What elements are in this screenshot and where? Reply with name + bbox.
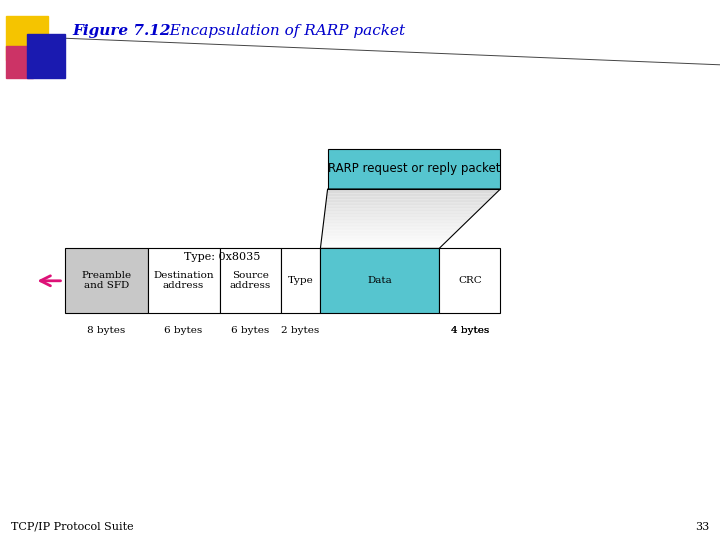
Polygon shape: [327, 192, 498, 193]
Polygon shape: [326, 201, 488, 202]
Polygon shape: [323, 221, 467, 223]
Polygon shape: [325, 213, 476, 214]
Polygon shape: [322, 233, 454, 235]
Polygon shape: [325, 210, 479, 211]
Bar: [281, 248, 320, 313]
Polygon shape: [323, 229, 459, 231]
Polygon shape: [320, 245, 442, 247]
Polygon shape: [323, 232, 456, 233]
Text: Type: Type: [288, 276, 313, 285]
Bar: [328, 148, 500, 189]
Polygon shape: [323, 225, 464, 226]
Text: 2 bytes: 2 bytes: [282, 326, 320, 335]
Text: 4 bytes: 4 bytes: [451, 326, 489, 335]
Polygon shape: [320, 247, 441, 248]
Bar: [439, 248, 500, 313]
Text: Type: 0x8035: Type: 0x8035: [184, 252, 260, 261]
Polygon shape: [327, 191, 499, 192]
Text: Destination
address: Destination address: [153, 271, 214, 291]
Text: Source
address: Source address: [230, 271, 271, 291]
Polygon shape: [323, 223, 465, 225]
Polygon shape: [325, 211, 477, 213]
Polygon shape: [326, 198, 491, 199]
Bar: [220, 248, 281, 313]
Text: Encapsulation of RARP packet: Encapsulation of RARP packet: [155, 24, 405, 38]
Polygon shape: [323, 231, 458, 232]
Bar: [27, 34, 65, 78]
Polygon shape: [324, 215, 473, 217]
Text: 33: 33: [695, 522, 709, 531]
Text: 8 bytes: 8 bytes: [87, 326, 125, 335]
Text: 6 bytes: 6 bytes: [231, 326, 269, 335]
Polygon shape: [325, 204, 485, 205]
Text: Preamble
and SFD: Preamble and SFD: [81, 271, 131, 291]
Polygon shape: [325, 202, 487, 204]
Text: 4 bytes: 4 bytes: [451, 326, 489, 335]
Bar: [6, 16, 48, 60]
Text: TCP/IP Protocol Suite: TCP/IP Protocol Suite: [11, 522, 133, 531]
Polygon shape: [326, 199, 490, 201]
Polygon shape: [325, 208, 480, 210]
Polygon shape: [321, 244, 444, 245]
Polygon shape: [324, 220, 468, 221]
Text: Data: Data: [367, 276, 392, 285]
Polygon shape: [323, 226, 462, 228]
Text: CRC: CRC: [458, 276, 482, 285]
Text: 6 bytes: 6 bytes: [164, 326, 203, 335]
Polygon shape: [324, 217, 472, 219]
Polygon shape: [325, 205, 484, 207]
Bar: [320, 248, 439, 313]
Polygon shape: [327, 193, 496, 195]
Bar: [65, 248, 148, 313]
Polygon shape: [325, 207, 482, 208]
Polygon shape: [324, 214, 474, 215]
Polygon shape: [324, 219, 469, 220]
Polygon shape: [322, 237, 451, 238]
Polygon shape: [322, 238, 450, 240]
Text: RARP request or reply packet: RARP request or reply packet: [328, 162, 500, 176]
Polygon shape: [322, 235, 453, 237]
Bar: [148, 248, 220, 313]
Polygon shape: [328, 189, 500, 191]
Polygon shape: [321, 241, 447, 242]
Bar: [6, 46, 33, 78]
Polygon shape: [327, 195, 494, 197]
Polygon shape: [327, 197, 492, 198]
Text: Figure 7.12: Figure 7.12: [72, 24, 171, 38]
Polygon shape: [321, 240, 449, 241]
Polygon shape: [321, 242, 445, 244]
Polygon shape: [323, 228, 461, 229]
